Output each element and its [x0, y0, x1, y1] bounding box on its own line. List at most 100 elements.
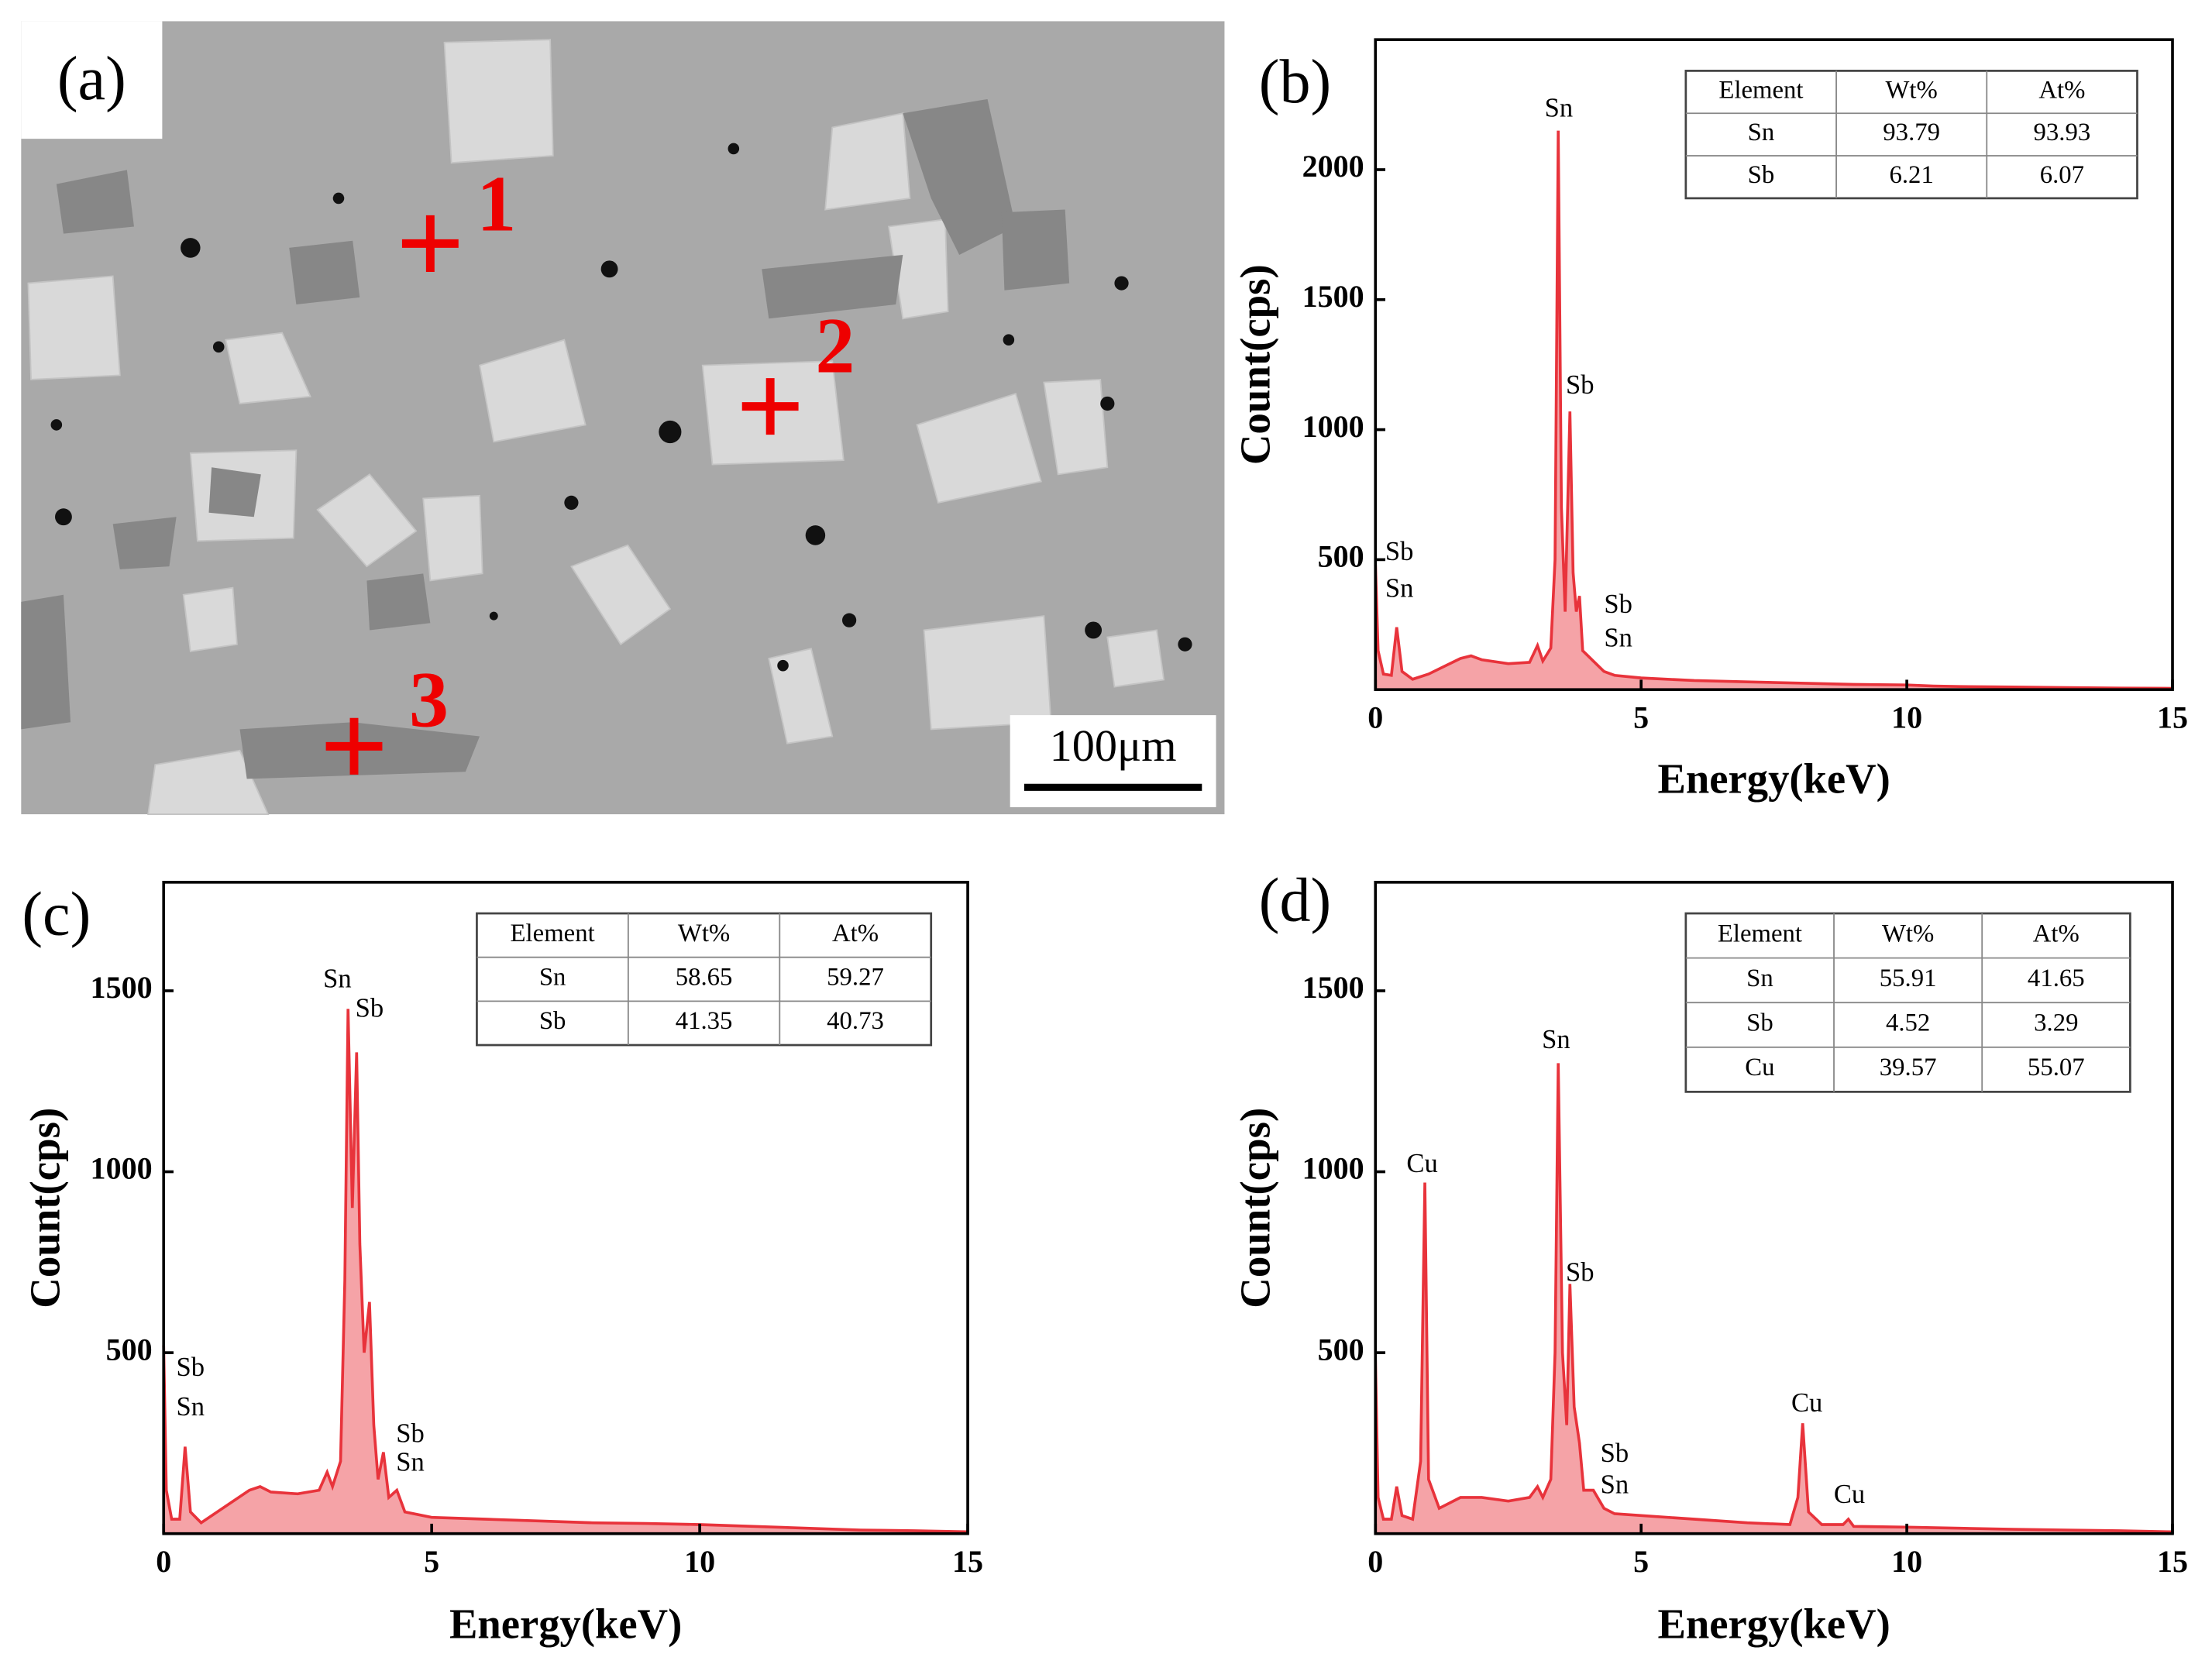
- scale-bar-box: [1010, 715, 1216, 807]
- peak-label: Sb: [1566, 370, 1594, 400]
- micrograph: (a) 100μm: [21, 21, 1225, 815]
- y-tick-label: 1000: [91, 1151, 153, 1186]
- table-cell: 4.52: [1886, 1009, 1930, 1037]
- table-cell: Cu: [1745, 1054, 1774, 1081]
- table-frame: [1684, 70, 2138, 200]
- x-tick-label: 0: [1367, 700, 1383, 735]
- y-tick-label: 500: [1318, 539, 1364, 574]
- x-axis-label: Energy(keV): [1657, 755, 1890, 802]
- y-axis-label: Count(cps): [21, 1108, 68, 1308]
- table-cell: 55.07: [2028, 1054, 2085, 1081]
- table-header: At%: [2033, 920, 2080, 947]
- peak-label: Sb: [356, 994, 384, 1023]
- table-cell: Sn: [539, 964, 566, 992]
- peak-label: Sb: [1601, 1439, 1629, 1468]
- panel-label: (a): [57, 44, 126, 113]
- y-axis-label: Count(cps): [1232, 1108, 1279, 1308]
- peak-label: Sn: [1385, 574, 1414, 603]
- y-tick-label: 1500: [1302, 279, 1364, 314]
- table-header: At%: [832, 920, 879, 947]
- scale-bar-label: 100μm: [1050, 720, 1177, 771]
- peak-label: Sb: [1385, 537, 1414, 566]
- peak-label: Cu: [1406, 1149, 1437, 1178]
- x-tick-label: 15: [952, 1544, 983, 1579]
- area-fill: [1375, 130, 2173, 690]
- panel-label: (b): [1259, 47, 1331, 116]
- y-tick-label: 500: [106, 1332, 153, 1367]
- peak-label: Cu: [1834, 1480, 1865, 1509]
- table-cell: 39.57: [1880, 1054, 1937, 1081]
- x-tick-label: 5: [424, 1544, 439, 1579]
- label-box: [21, 21, 163, 139]
- peak-label: Sb: [1566, 1258, 1594, 1288]
- table-cell: 6.07: [2040, 161, 2084, 189]
- area-fill: [163, 1009, 968, 1534]
- spectrum-line: [1374, 130, 2173, 690]
- x-tick-label: 10: [684, 1544, 715, 1579]
- x-tick-label: 10: [1891, 1544, 1922, 1579]
- peak-label: Sn: [1604, 623, 1632, 652]
- peak-label: Sn: [1601, 1470, 1629, 1499]
- y-tick-label: 500: [1318, 1332, 1364, 1367]
- peak-label: Sn: [1545, 93, 1574, 122]
- table-cell: 40.73: [827, 1007, 884, 1035]
- y-axis-label: Count(cps): [1232, 264, 1279, 465]
- peak-label: Sn: [177, 1392, 205, 1422]
- peak-label: Sn: [1542, 1025, 1570, 1054]
- table-cell: Sb: [1746, 1009, 1773, 1037]
- table-header: Element: [511, 920, 595, 947]
- area-fill: [1375, 1063, 2173, 1534]
- x-axis-label: Energy(keV): [1657, 1601, 1890, 1648]
- axes-frame: [1374, 38, 2174, 692]
- axes-frame: [162, 880, 969, 1535]
- peak-label: Sn: [396, 1447, 425, 1477]
- x-tick-label: 0: [156, 1544, 171, 1579]
- table-cell: 3.29: [2034, 1009, 2078, 1037]
- table-cell: 93.93: [2034, 119, 2091, 146]
- y-tick-label: 1000: [1302, 409, 1364, 444]
- pores: [50, 143, 1192, 672]
- table-header: At%: [2038, 76, 2085, 104]
- point-label: 2: [815, 302, 855, 390]
- point-marker: [401, 215, 459, 272]
- x-tick-label: 0: [1367, 1544, 1383, 1579]
- point-marker: [325, 717, 383, 775]
- peak-label: Sb: [396, 1418, 425, 1448]
- peak-label: Cu: [1791, 1388, 1822, 1418]
- table-header: Element: [1718, 920, 1802, 947]
- table-frame: [476, 912, 933, 1047]
- peak-label: Sb: [1604, 590, 1632, 619]
- table-cell: 93.79: [1883, 119, 1940, 146]
- peak-label: Sn: [323, 964, 352, 993]
- y-tick-label: 1500: [91, 970, 153, 1005]
- peak-label: Sb: [177, 1353, 205, 1382]
- axes-frame: [1374, 880, 2174, 1535]
- table-cell: 6.21: [1890, 161, 1934, 189]
- table-cell: 41.35: [676, 1007, 733, 1035]
- x-tick-label: 15: [2157, 1544, 2188, 1579]
- point-label: 1: [476, 161, 516, 249]
- table-header: Wt%: [678, 920, 730, 947]
- table-header: Wt%: [1882, 920, 1934, 947]
- table-cell: 59.27: [827, 964, 884, 992]
- table-cell: 58.65: [676, 964, 733, 992]
- table-cell: 41.65: [2028, 964, 2085, 992]
- x-tick-label: 5: [1633, 1544, 1649, 1579]
- table-cell: 55.91: [1880, 964, 1937, 992]
- y-tick-label: 1000: [1302, 1151, 1364, 1186]
- point-label: 3: [409, 656, 449, 744]
- x-tick-label: 5: [1633, 700, 1649, 735]
- y-tick-label: 1500: [1302, 970, 1364, 1005]
- x-tick-label: 15: [2157, 700, 2188, 735]
- spectrum-line: [1374, 1063, 2173, 1534]
- x-axis-label: Energy(keV): [449, 1601, 682, 1648]
- table-cell: Sn: [1748, 119, 1775, 146]
- table-cell: Sb: [1748, 161, 1775, 189]
- y-tick-label: 2000: [1302, 149, 1364, 184]
- panel-label: (d): [1259, 865, 1331, 934]
- table-header: Element: [1718, 76, 1803, 104]
- panel-label: (c): [22, 879, 91, 948]
- table-header: Wt%: [1886, 76, 1938, 104]
